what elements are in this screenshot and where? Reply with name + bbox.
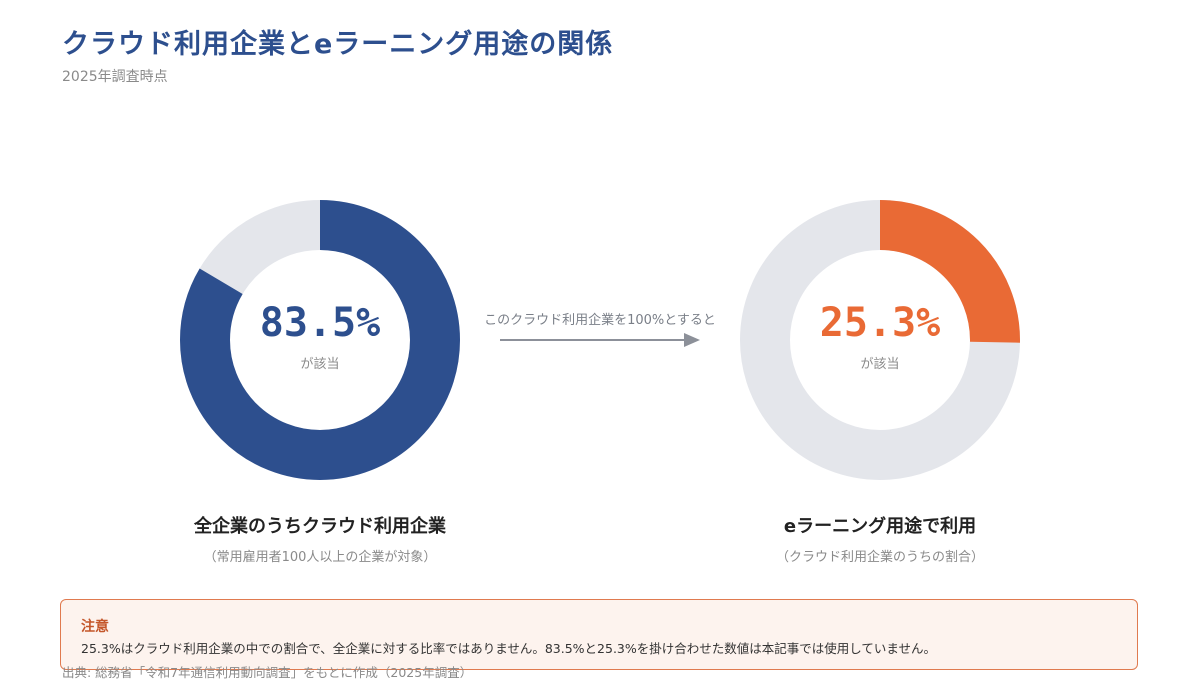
arrow-head-icon — [684, 333, 700, 347]
donut-arc-cloud — [180, 200, 460, 480]
donut-value-elearning: 25.3% — [820, 300, 940, 346]
page-title: クラウド利用企業とeラーニング用途の関係 — [62, 29, 614, 60]
donut-value-cloud: 83.5% — [260, 300, 380, 346]
donut-label-sub: （クラウド利用企業のうちの割合） — [775, 550, 984, 565]
donut-chart-elearning: 25.3% が該当 — [740, 200, 1020, 480]
note-text: 25.3%はクラウド利用企業の中での割合で、全企業に対する比率ではありません。8… — [81, 641, 937, 656]
donut-caption-elearning: が該当 — [860, 356, 899, 372]
donut-label-main: eラーニング用途で利用 — [783, 516, 977, 537]
note-box: 注意 25.3%はクラウド利用企業の中での割合で、全企業に対する比率ではありませ… — [60, 599, 1138, 670]
donut-arc-elearning — [740, 200, 1020, 480]
donut-caption-cloud: が該当 — [300, 356, 339, 372]
note-title: 注意 — [81, 619, 109, 635]
source-text: 出典: 総務省「令和7年通信利用動向調査」をもとに作成（2025年調査） — [62, 665, 473, 680]
donut-label-elearning: eラーニング用途で利用 （クラウド利用企業のうちの割合） — [680, 512, 1080, 565]
charts-canvas: 83.5% が該当 このクラウド利用企業を100%とすると 25.3% が該当 — [180, 200, 1020, 480]
donut-label-sub: （常用雇用者100人以上の企業が対象） — [203, 550, 437, 565]
donut-label-cloud: 全企業のうちクラウド利用企業 （常用雇用者100人以上の企業が対象） — [120, 512, 520, 565]
transition-arrow: このクラウド利用企業を100%とすると — [484, 312, 716, 347]
donut-chart-cloud: 83.5% が該当 — [180, 200, 460, 480]
page-subtitle: 2025年調査時点 — [62, 69, 168, 85]
donut-label-main: 全企業のうちクラウド利用企業 — [194, 516, 446, 537]
arrow-caption: このクラウド利用企業を100%とすると — [484, 312, 716, 328]
